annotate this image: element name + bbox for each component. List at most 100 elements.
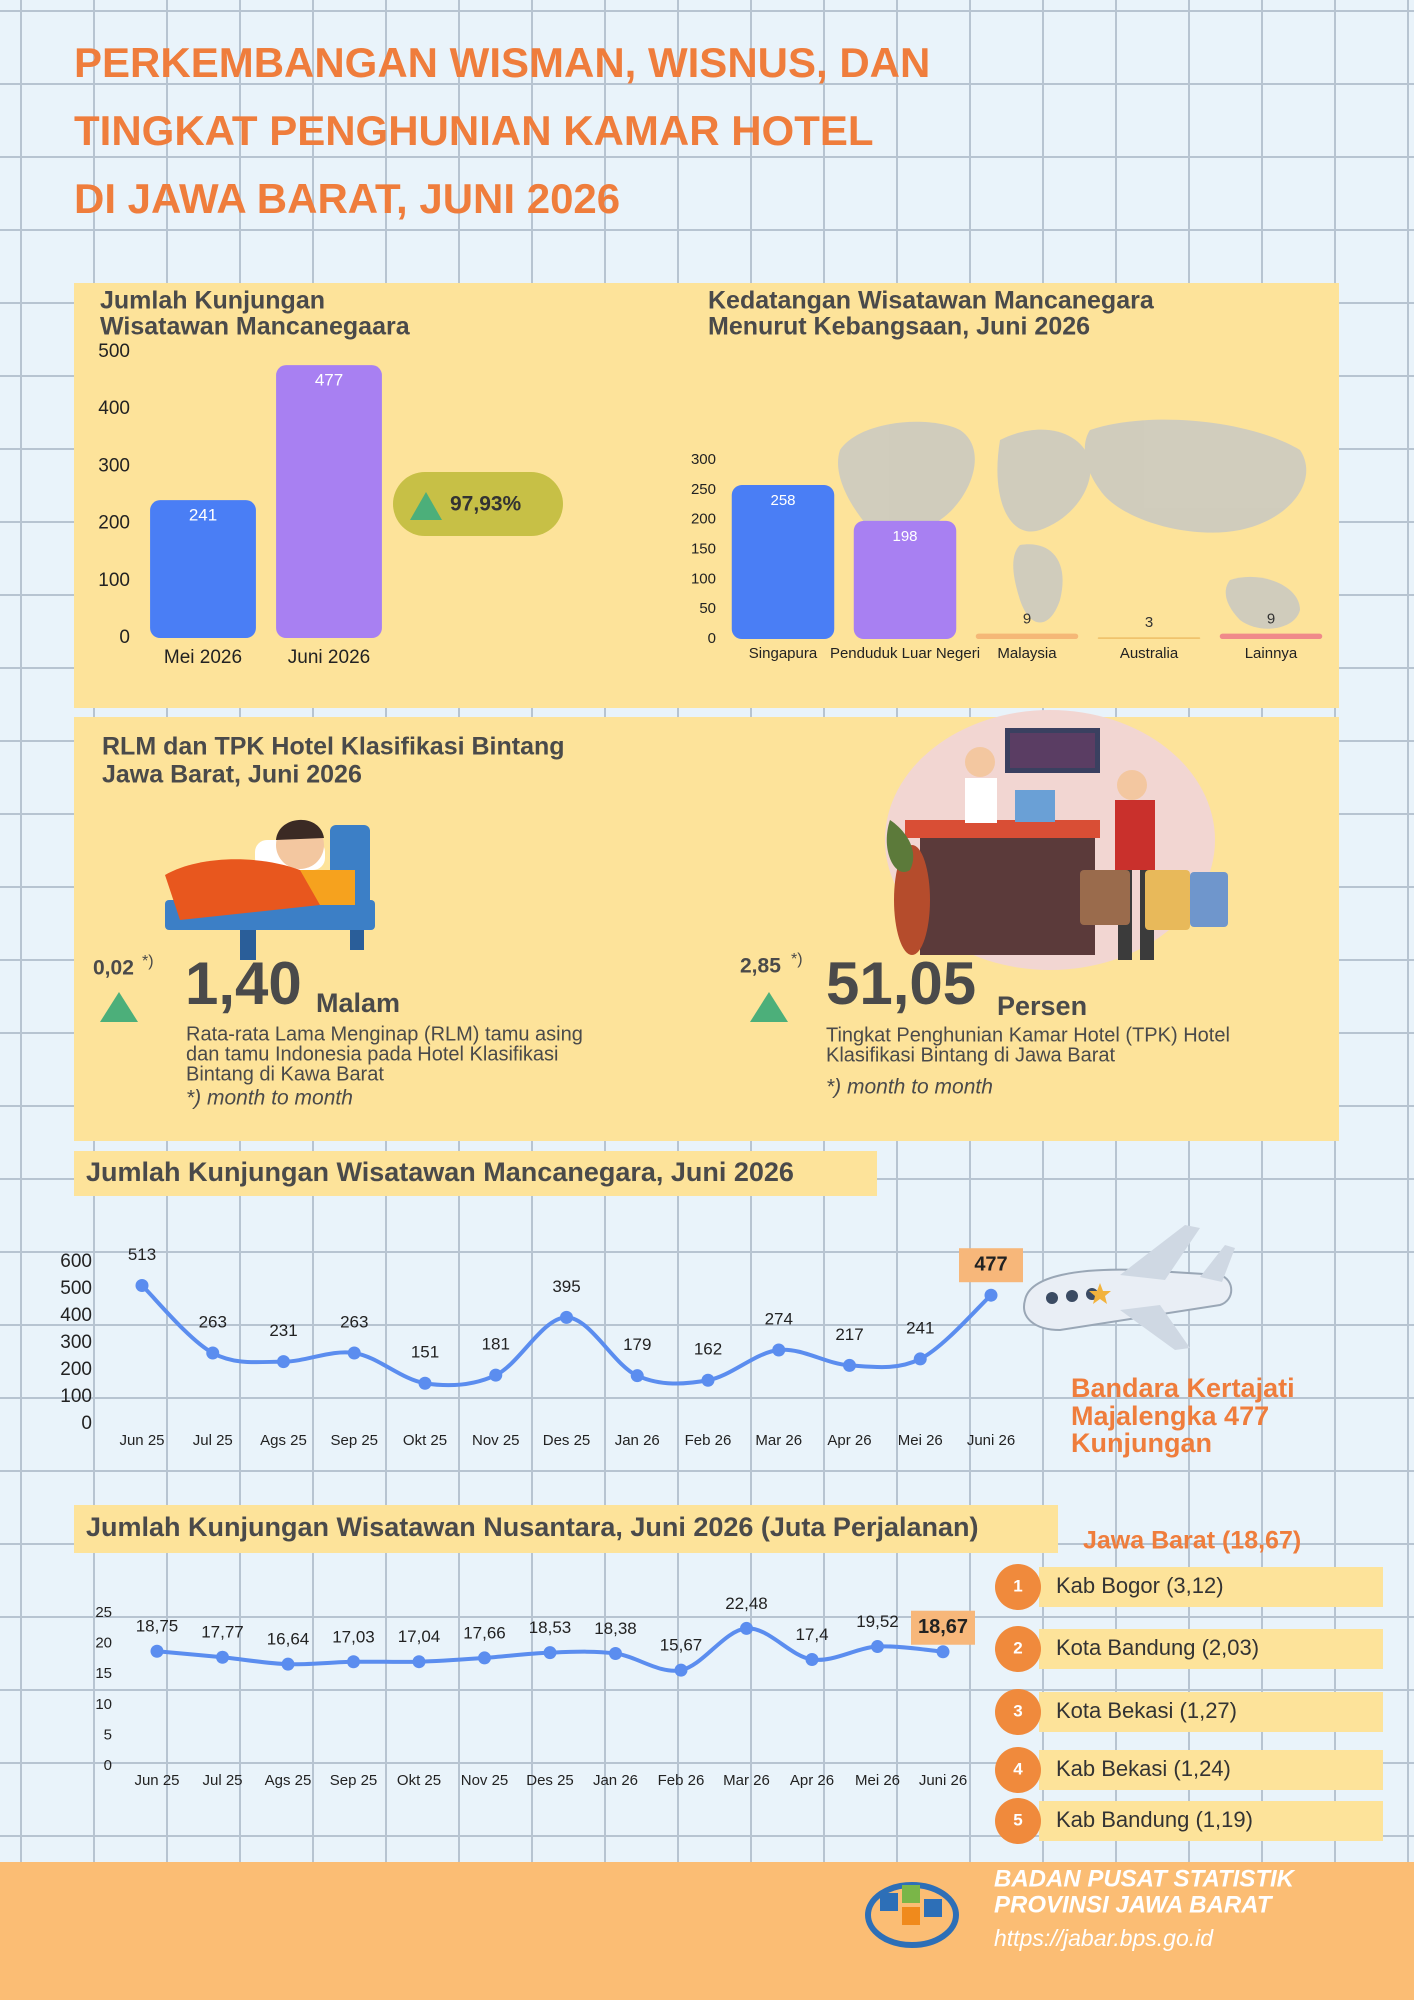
marker bbox=[206, 1346, 220, 1360]
bar bbox=[731, 485, 835, 639]
x-tick-label: Des 25 bbox=[526, 1772, 574, 1789]
bar bbox=[150, 500, 256, 638]
value-label: 22,48 bbox=[725, 1594, 768, 1613]
title-band bbox=[74, 1505, 1058, 1553]
value-label: 19,52 bbox=[856, 1612, 899, 1631]
tpk-note: *) month to month bbox=[826, 1076, 993, 1099]
marker bbox=[347, 1346, 361, 1360]
y-tick-label: 600 bbox=[60, 1251, 92, 1272]
value-label: 179 bbox=[623, 1335, 651, 1354]
ranking-label: Kota Bekasi (1,27) bbox=[1056, 1698, 1237, 1723]
chart-title: Jumlah Kunjungan Wisatawan Nusantara, Ju… bbox=[86, 1512, 979, 1542]
marker bbox=[281, 1657, 295, 1671]
bar bbox=[1097, 637, 1201, 639]
value-label: 258 bbox=[770, 492, 795, 509]
value-label: 274 bbox=[765, 1310, 793, 1329]
value-label: 3 bbox=[1145, 614, 1153, 631]
rlm-description: Rata-rata Lama Menginap (RLM) tamu asing bbox=[186, 1023, 583, 1045]
y-tick-label: 500 bbox=[60, 1278, 92, 1299]
ranking-label: Kab Bogor (3,12) bbox=[1056, 1573, 1224, 1598]
y-tick-label: 100 bbox=[98, 570, 130, 591]
ranking-badge bbox=[995, 1626, 1041, 1672]
marker bbox=[150, 1644, 164, 1658]
chart-title: Kedatangan Wisatawan Mancanegara bbox=[708, 287, 1155, 315]
ranking-bar bbox=[1039, 1567, 1383, 1607]
value-label: 17,66 bbox=[463, 1623, 506, 1642]
value-label: 17,77 bbox=[201, 1623, 244, 1642]
marker bbox=[609, 1647, 622, 1661]
y-tick-label: 300 bbox=[691, 451, 716, 468]
up-arrow bbox=[100, 992, 138, 1022]
marker bbox=[543, 1646, 557, 1660]
y-tick-label: 200 bbox=[60, 1359, 92, 1380]
chart-title: Jumlah Kunjungan Wisatawan Mancanegara, … bbox=[86, 1157, 794, 1187]
ranking-label: Kab Bandung (1,19) bbox=[1056, 1807, 1253, 1832]
marker bbox=[489, 1368, 503, 1382]
main-title: TINGKAT PENGHUNIAN KAMAR HOTEL bbox=[74, 107, 874, 154]
footer-org: PROVINSI JAWA BARAT bbox=[994, 1891, 1274, 1918]
bar bbox=[1219, 633, 1323, 639]
y-tick-label: 100 bbox=[60, 1386, 92, 1407]
y-tick-label: 0 bbox=[104, 1757, 112, 1774]
ranking-number: 2 bbox=[1013, 1638, 1022, 1657]
value-label: 241 bbox=[189, 506, 217, 525]
value-label: 477 bbox=[315, 371, 343, 390]
x-tick-label: Mei 26 bbox=[855, 1772, 900, 1789]
x-tick-label: Mar 26 bbox=[755, 1432, 802, 1449]
ranking-number: 5 bbox=[1013, 1810, 1022, 1829]
marker bbox=[936, 1645, 950, 1659]
x-tick-label: Juni 26 bbox=[919, 1772, 967, 1789]
chart-title: Menurut Kebangsaan, Juni 2026 bbox=[708, 313, 1090, 341]
value-label: 241 bbox=[906, 1318, 934, 1337]
section-title: Jawa Barat, Juni 2026 bbox=[102, 761, 362, 789]
x-tick-label: Feb 26 bbox=[685, 1432, 732, 1449]
x-tick-label: Malaysia bbox=[997, 645, 1057, 662]
value-label: 16,64 bbox=[267, 1630, 310, 1649]
value-label: 15,67 bbox=[660, 1636, 703, 1655]
bar bbox=[853, 520, 957, 639]
bar bbox=[276, 365, 382, 638]
x-tick-label: Mei 2026 bbox=[164, 647, 242, 668]
x-tick-label: Ags 25 bbox=[265, 1772, 312, 1789]
value-label: 17,04 bbox=[398, 1627, 441, 1646]
x-tick-label: Sep 25 bbox=[330, 1432, 378, 1449]
ranking-badge bbox=[995, 1798, 1041, 1844]
y-tick-label: 150 bbox=[691, 540, 716, 557]
marker bbox=[418, 1376, 432, 1390]
value-label: 181 bbox=[482, 1335, 510, 1354]
marker bbox=[772, 1343, 786, 1357]
x-tick-label: Jul 25 bbox=[193, 1432, 233, 1449]
x-tick-label: Jan 26 bbox=[615, 1432, 660, 1449]
y-tick-label: 20 bbox=[95, 1635, 112, 1652]
x-tick-label: Okt 25 bbox=[403, 1432, 447, 1449]
plane-illustration bbox=[1023, 1225, 1235, 1350]
highlight bbox=[911, 1610, 975, 1645]
value-label: 231 bbox=[269, 1321, 297, 1340]
change-mark: *) bbox=[791, 951, 803, 968]
ranking-bar bbox=[1039, 1750, 1383, 1790]
value-label: 9 bbox=[1267, 611, 1275, 628]
ranking-bar bbox=[1039, 1692, 1383, 1732]
x-tick-label: Sep 25 bbox=[330, 1772, 378, 1789]
value-label: 513 bbox=[128, 1245, 156, 1264]
value-label: 151 bbox=[411, 1343, 439, 1362]
change-value: 2,85 bbox=[740, 955, 781, 978]
marker bbox=[277, 1355, 290, 1369]
change-value: 0,02 bbox=[93, 957, 134, 980]
y-tick-label: 300 bbox=[60, 1332, 92, 1353]
marker bbox=[984, 1288, 998, 1302]
tpk-unit: Persen bbox=[997, 991, 1087, 1021]
marker bbox=[805, 1653, 819, 1667]
ranking-bar bbox=[1039, 1629, 1383, 1669]
up-arrow bbox=[750, 992, 788, 1022]
y-tick-label: 10 bbox=[95, 1696, 112, 1713]
value-label: 18,75 bbox=[136, 1617, 179, 1636]
rlm-description: dan tamu Indonesia pada Hotel Klasifikas… bbox=[186, 1043, 558, 1065]
y-tick-label: 0 bbox=[708, 630, 716, 647]
chart-title: Wisatawan Mancanegaara bbox=[100, 313, 411, 341]
marker bbox=[740, 1621, 753, 1635]
rlm-note: *) month to month bbox=[186, 1087, 353, 1110]
ranking-title: Jawa Barat (18,67) bbox=[1083, 1527, 1301, 1555]
x-tick-label: Singapura bbox=[749, 645, 818, 662]
value-label: 17,03 bbox=[332, 1627, 375, 1646]
